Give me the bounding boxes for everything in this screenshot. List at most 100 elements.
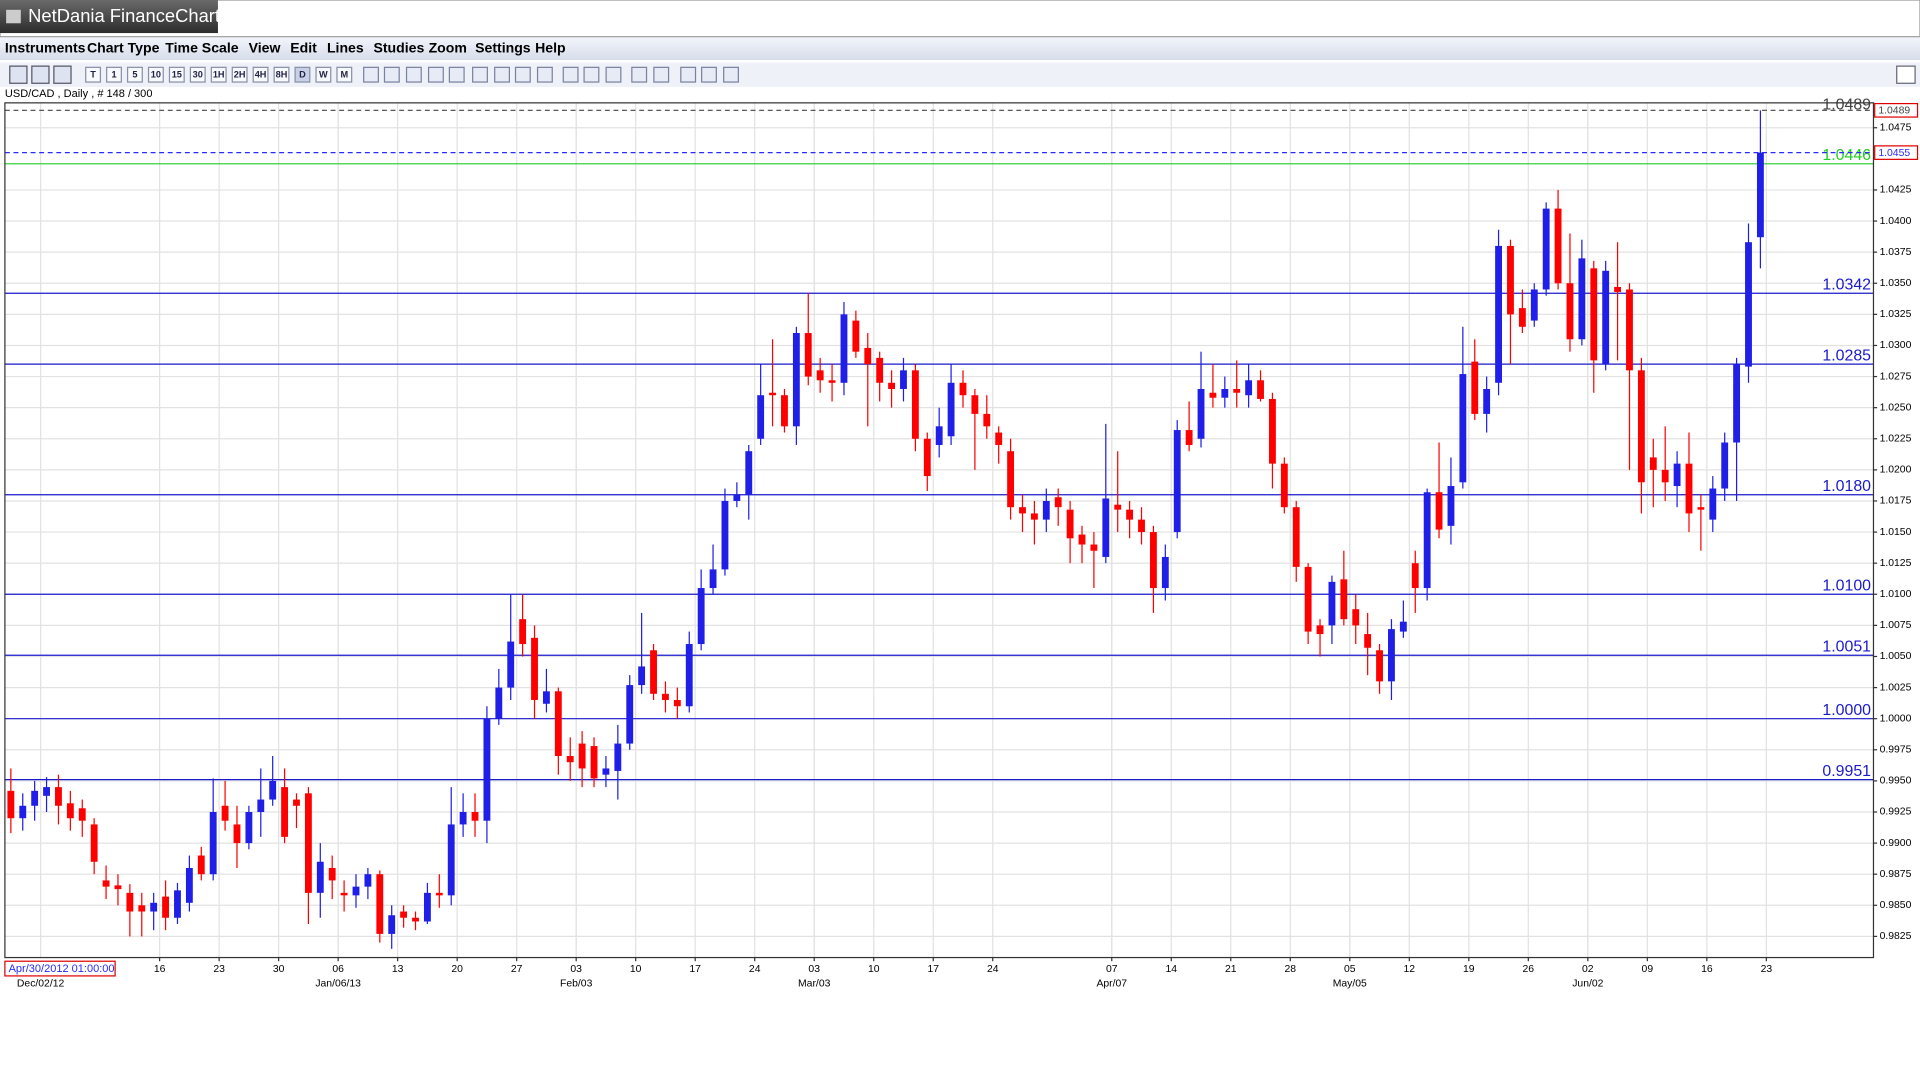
candle-body: [1709, 488, 1717, 520]
menu-item[interactable]: Help: [535, 40, 566, 56]
candle-body: [495, 687, 503, 719]
tool-icon[interactable]: [631, 66, 648, 83]
candle-body: [55, 787, 62, 806]
candle-body: [900, 370, 907, 389]
level-label: 1.0000: [1822, 702, 1871, 719]
candle-body: [1221, 388, 1229, 398]
interval-label[interactable]: 4H: [255, 70, 267, 80]
cursor-label: Apr/30/2012 01:00:00: [9, 963, 115, 975]
tool-icon[interactable]: [494, 66, 510, 83]
candle-body: [78, 808, 86, 821]
candle-body: [662, 693, 669, 701]
candle-body: [1507, 245, 1514, 315]
candle-body: [126, 892, 134, 912]
interval-label[interactable]: 30: [193, 70, 203, 80]
x-tick-label: 16: [154, 964, 166, 975]
menu-item[interactable]: View: [249, 40, 281, 56]
interval-button[interactable]: [126, 66, 143, 83]
candle-body: [221, 805, 229, 821]
y-tick-label: 1.0150: [1880, 527, 1912, 538]
tool-icon[interactable]: [427, 66, 444, 83]
candle-body: [888, 382, 896, 389]
candle-body: [1614, 286, 1622, 292]
candle-body: [959, 382, 967, 396]
interval-label[interactable]: 2H: [234, 70, 246, 80]
candle-body: [697, 588, 705, 645]
y-tick-label: 0.9925: [1880, 807, 1912, 818]
tool-icon[interactable]: [653, 66, 670, 83]
interval-button[interactable]: [231, 66, 248, 83]
menu-item[interactable]: Lines: [327, 40, 364, 56]
interval-label[interactable]: 10: [151, 70, 161, 80]
menu-item[interactable]: Edit: [290, 40, 317, 56]
candle-body: [1542, 208, 1550, 290]
interval-label[interactable]: T: [90, 70, 96, 80]
interval-button[interactable]: [168, 66, 185, 83]
tool-icon[interactable]: [31, 65, 50, 84]
candle-body: [1399, 621, 1407, 632]
interval-button[interactable]: [85, 66, 102, 83]
interval-label[interactable]: M: [341, 70, 349, 80]
menu-item[interactable]: Zoom: [429, 40, 467, 56]
y-tick-label: 0.9825: [1880, 931, 1912, 942]
interval-label[interactable]: 5: [132, 70, 137, 80]
interval-button[interactable]: [315, 66, 332, 83]
menu-item[interactable]: Studies: [373, 40, 424, 56]
y-tick-label: 1.0125: [1880, 558, 1912, 569]
y-tick-label: 1.0300: [1880, 340, 1912, 351]
x-tick-label: 27: [511, 964, 523, 975]
panel-button[interactable]: [1896, 65, 1916, 84]
candle-body: [1495, 245, 1502, 383]
interval-button[interactable]: [147, 66, 164, 83]
x-tick-label: 06: [332, 964, 344, 975]
tool-icon[interactable]: [605, 66, 622, 83]
tool-icon[interactable]: [53, 65, 72, 84]
candle-body: [673, 700, 681, 707]
candle-body: [804, 333, 812, 377]
interval-label[interactable]: 15: [172, 70, 182, 80]
interval-label[interactable]: 1: [111, 70, 116, 80]
tool-icon[interactable]: [472, 66, 488, 83]
tool-icon[interactable]: [562, 66, 579, 83]
interval-button[interactable]: [106, 66, 122, 83]
candle-body: [626, 685, 634, 744]
candle-body: [566, 756, 574, 763]
tool-icon[interactable]: [363, 66, 379, 83]
interval-button[interactable]: [210, 66, 227, 83]
menu-item[interactable]: Chart Type: [87, 40, 160, 56]
menu-item[interactable]: Time Scale: [165, 40, 238, 56]
interval-label[interactable]: 1H: [213, 70, 225, 80]
interval-label[interactable]: 8H: [276, 70, 288, 80]
tool-icon[interactable]: [583, 66, 600, 83]
candle-body: [102, 880, 110, 887]
candle-body: [162, 896, 169, 918]
tool-icon[interactable]: [9, 65, 28, 84]
interval-button[interactable]: [189, 66, 206, 83]
tool-icon[interactable]: [536, 66, 553, 83]
interval-label[interactable]: D: [299, 70, 306, 80]
menu-item[interactable]: Settings: [475, 40, 531, 56]
candle-body: [257, 799, 265, 812]
tool-icon[interactable]: [723, 66, 739, 83]
x-tick-label: 28: [1285, 964, 1297, 975]
candle-body: [1269, 398, 1276, 464]
menu-item[interactable]: Instruments: [5, 40, 86, 56]
candle-body: [281, 787, 289, 837]
interval-button[interactable]: [294, 66, 311, 83]
candle-body: [1019, 507, 1026, 514]
tool-icon[interactable]: [383, 66, 400, 83]
candle-body: [1209, 392, 1217, 398]
tool-icon[interactable]: [448, 66, 465, 83]
interval-label[interactable]: W: [319, 70, 328, 80]
interval-button[interactable]: [273, 66, 290, 83]
candle-body: [1280, 463, 1288, 508]
interval-button[interactable]: [336, 66, 353, 83]
tool-icon[interactable]: [701, 66, 717, 83]
candle-body: [138, 905, 146, 912]
tool-icon[interactable]: [514, 66, 531, 83]
y-tick-label: 1.0375: [1880, 247, 1912, 258]
tool-icon[interactable]: [680, 66, 697, 83]
candle-body: [1435, 492, 1443, 530]
interval-button[interactable]: [252, 66, 269, 83]
tool-icon[interactable]: [405, 66, 422, 83]
